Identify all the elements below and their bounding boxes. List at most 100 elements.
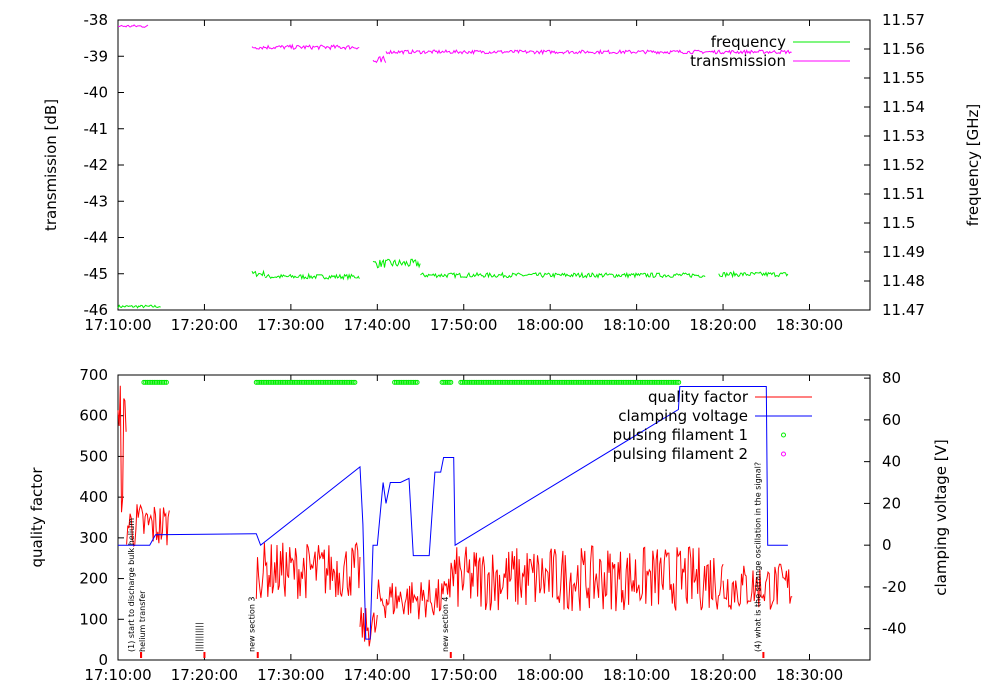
pulsing-filament-1-point	[584, 379, 590, 385]
pulsing-filament-1-point	[613, 379, 619, 385]
pulsing-filament-1-point	[404, 379, 410, 385]
pulsing-filament-1-point	[627, 379, 633, 385]
x-tick-label: 17:10:00	[84, 316, 151, 334]
pulsing-filament-1-point	[486, 379, 492, 385]
legend-label-pulsing-filament-1: pulsing filament 1	[613, 426, 748, 444]
pulsing-filament-1-point	[572, 379, 578, 385]
pulsing-filament-1-point	[141, 379, 147, 385]
pulsing-filament-1-point	[317, 379, 323, 385]
pulsing-filament-1-point	[588, 379, 594, 385]
legend-label-pulsing-filament-2: pulsing filament 2	[613, 445, 748, 463]
pulsing-filament-1-point	[676, 379, 682, 385]
pulsing-filament-1-point	[283, 379, 289, 385]
x-tick-label: 18:30:00	[776, 316, 843, 334]
pulsing-filament-1-point	[255, 379, 261, 385]
pulsing-filament-1-point	[312, 379, 318, 385]
pulsing-filament-1-point	[480, 379, 486, 385]
pulsing-filament-1-point	[475, 379, 481, 385]
pulsing-filament-1-point	[560, 379, 566, 385]
x-tick-label: 18:10:00	[603, 666, 670, 684]
pulsing-filament-1-point	[279, 379, 285, 385]
pulsing-filament-1-point	[328, 379, 334, 385]
pulsing-filament-1-point	[667, 379, 673, 385]
pulsing-filament-1-point	[517, 379, 523, 385]
pulsing-filament-1-point	[501, 379, 507, 385]
pulsing-filament-1-point	[290, 379, 296, 385]
pulsing-filament-1-point	[281, 379, 287, 385]
legend-label-quality-factor: quality factor	[648, 388, 749, 406]
pulsing-filament-1-point	[412, 379, 418, 385]
pulsing-filament-1-point	[529, 379, 535, 385]
quality-factor-line	[255, 541, 361, 599]
y2-axis-label: clamping voltage [V]	[932, 439, 950, 595]
pulsing-filament-1-point	[515, 379, 521, 385]
pulsing-filament-1-point	[458, 379, 464, 385]
y-tick-label: -40	[84, 84, 109, 102]
x-tick-label: 17:30:00	[257, 666, 324, 684]
pulsing-filament-1-point	[300, 379, 306, 385]
pulsing-filament-1-point	[409, 379, 415, 385]
x-tick-label: 17:50:00	[430, 666, 497, 684]
pulsing-filament-1-point	[653, 379, 659, 385]
pulsing-filament-1-point	[565, 379, 571, 385]
pulsing-filament-1-point	[158, 379, 164, 385]
pulsing-filament-1-point	[150, 379, 156, 385]
y-axis-label: transmission [dB]	[42, 99, 60, 231]
pulsing-filament-1-point	[610, 379, 616, 385]
pulsing-filament-1-point	[672, 379, 678, 385]
pulsing-filament-1-point	[563, 379, 569, 385]
pulsing-filament-1-point	[162, 379, 168, 385]
pulsing-filament-1-point	[470, 379, 476, 385]
pulsing-filament-1-point	[271, 379, 277, 385]
x-tick-label: 17:10:00	[84, 666, 151, 684]
pulsing-filament-1-point	[544, 379, 550, 385]
pulsing-filament-1-point	[598, 379, 604, 385]
pulsing-filament-1-point	[594, 379, 600, 385]
y-tick-label: 700	[79, 366, 108, 384]
transmission-line	[117, 24, 149, 28]
pulsing-filament-1-point	[160, 379, 166, 385]
y2-tick-label: 20	[882, 494, 901, 512]
bottom-plot: 17:10:00 17:20:00 17:30:00 17:40:00 17:50:00…	[28, 366, 950, 684]
y2-tick-label: 11.57	[882, 11, 925, 29]
pulsing-filament-1-point	[622, 379, 628, 385]
pulsing-filament-1-point	[671, 379, 677, 385]
pulsing-filament-1-point	[562, 379, 568, 385]
y2-tick-label: 11.5	[882, 214, 915, 232]
pulsing-filament-1-point	[549, 379, 555, 385]
pulsing-filament-1-point	[291, 379, 297, 385]
y2-tick-label: 11.49	[882, 243, 925, 261]
x-tick-label: 17:20:00	[171, 316, 238, 334]
pulsing-filament-1-point	[392, 379, 398, 385]
transmission-line	[385, 48, 792, 56]
pulsing-filament-1-point	[155, 379, 161, 385]
annotation-label: new section 4	[441, 596, 450, 652]
pulsing-filament-1-point	[343, 379, 349, 385]
quality-factor-line	[722, 563, 793, 610]
x-tick-label: 18:00:00	[516, 666, 583, 684]
legend-label-frequency: frequency	[711, 33, 786, 51]
pulsing-filament-1-point	[448, 379, 454, 385]
pulsing-filament-1-point	[295, 379, 301, 385]
pulsing-filament-1-point	[532, 379, 538, 385]
pulsing-filament-1-point	[631, 379, 637, 385]
pulsing-filament-1-point	[543, 379, 549, 385]
pulsing-filament-1-point	[505, 379, 511, 385]
legend-label-clamping-voltage: clamping voltage	[618, 407, 748, 425]
pulsing-filament-1-point	[581, 379, 587, 385]
annotation-label: helium transfer	[138, 590, 147, 652]
quality-factor-line	[359, 607, 378, 647]
pulsing-filament-1-point	[347, 379, 353, 385]
x-tick-label: 18:00:00	[516, 316, 583, 334]
pulsing-filament-1-point	[350, 379, 356, 385]
x-tick-label: 18:30:00	[776, 666, 843, 684]
pulsing-filament-1-point	[620, 379, 626, 385]
pulsing-filament-1-point	[589, 379, 595, 385]
pulsing-filament-1-point	[153, 379, 159, 385]
pulsing-filament-1-point	[338, 379, 344, 385]
pulsing-filament-1-point	[643, 379, 649, 385]
pulsing-filament-1-point	[541, 379, 547, 385]
legend-marker-pulsing-filament-1	[781, 432, 786, 438]
pulsing-filament-1-point	[548, 379, 554, 385]
